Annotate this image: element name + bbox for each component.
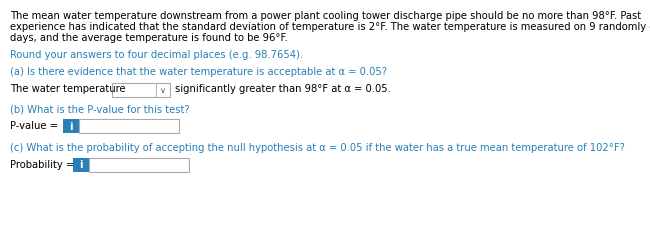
Bar [73,158,89,172]
Text: (b) What is the P-value for this test?: (b) What is the P-value for this test? [10,105,190,115]
Text: Round your answers to four decimal places (e.g. 98.7654).: Round your answers to four decimal place… [10,50,303,60]
Text: days, and the average temperature is found to be 96°F.: days, and the average temperature is fou… [10,33,288,43]
Text: i: i [70,122,73,132]
Bar [63,119,79,133]
Bar [79,119,179,133]
Text: The mean water temperature downstream from a power plant cooling tower discharge: The mean water temperature downstream fr… [10,11,641,21]
Text: experience has indicated that the standard deviation of temperature is 2°F. The : experience has indicated that the standa… [10,22,650,32]
Text: (c) What is the probability of accepting the null hypothesis at α = 0.05 if the : (c) What is the probability of accepting… [10,143,625,153]
Text: (a) Is there evidence that the water temperature is acceptable at α = 0.05?: (a) Is there evidence that the water tem… [10,67,387,77]
Text: The water temperature: The water temperature [10,84,125,94]
Bar [89,158,189,172]
Text: ∨: ∨ [160,86,166,95]
Text: P-value =: P-value = [10,121,58,131]
Text: i: i [79,161,83,171]
Text: significantly greater than 98°F at α = 0.05.: significantly greater than 98°F at α = 0… [175,84,391,94]
Bar [112,83,170,97]
Text: Probability =: Probability = [10,160,74,170]
